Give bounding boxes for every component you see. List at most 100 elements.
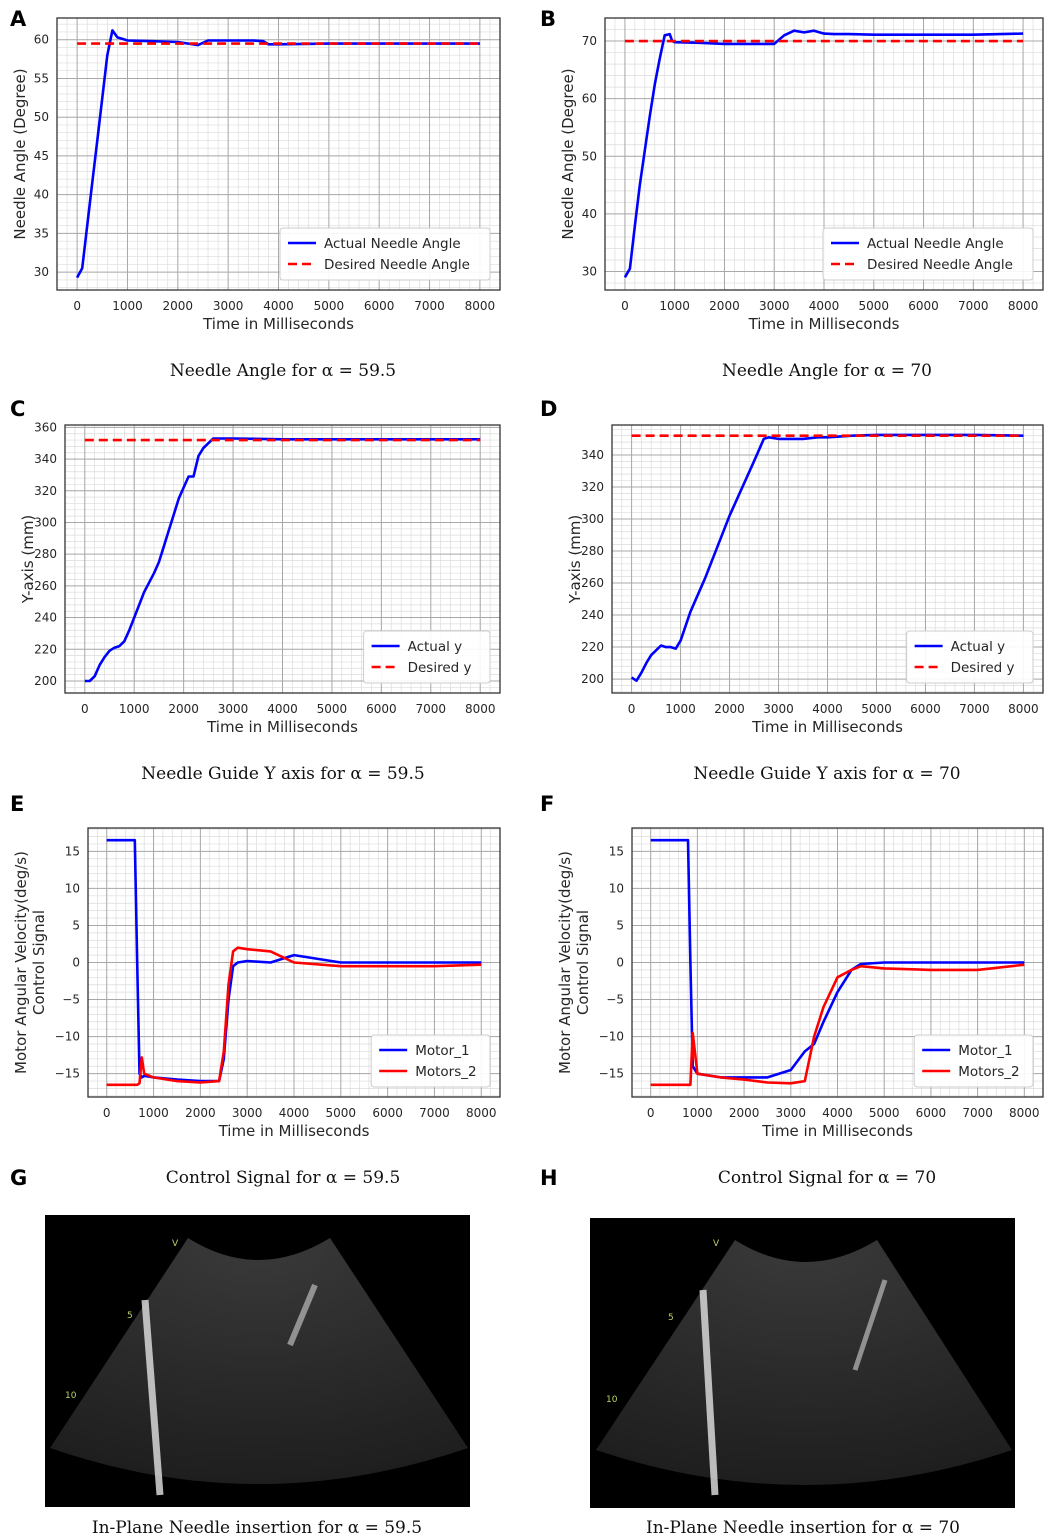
- plot: 0 1000 2000 3000 4000 5000 6000 7000 8000 −15 −10 −…: [556, 827, 1044, 1140]
- panel-letter: D: [540, 397, 557, 421]
- x-tick-label: 2000: [709, 299, 740, 313]
- panel-letter: E: [10, 792, 24, 816]
- x-tick-label: 3000: [218, 702, 249, 716]
- x-tick-label: 4000: [279, 1106, 310, 1120]
- legend: Actual Needle Angle Desired Needle Angle: [279, 227, 491, 281]
- x-tick-label: 3000: [232, 1106, 263, 1120]
- legend: Motor_1 Motors_2: [913, 1034, 1034, 1088]
- needle-echo: [141, 1299, 164, 1496]
- y-tick-label: 40: [582, 207, 597, 221]
- y-tick-label: 30: [582, 265, 597, 279]
- y-tick-label: 260: [34, 579, 57, 593]
- y-tick-label: 240: [581, 608, 604, 622]
- x-tick-label: 7000: [419, 1106, 450, 1120]
- x-tick-label: 7000: [958, 299, 989, 313]
- y-tick-label: 300: [581, 512, 604, 526]
- plot: 0 1000 2000 3000 4000 5000 6000 7000 8000 200 220 2…: [566, 424, 1044, 736]
- y-axis-label: Needle Angle (Degree): [11, 68, 29, 239]
- tissue-echo: [287, 1283, 318, 1347]
- x-tick-label: 2000: [168, 702, 199, 716]
- depth-marker: 5: [668, 1313, 674, 1323]
- y-tick-label: 220: [34, 642, 57, 656]
- y-tick-label: −10: [599, 1030, 624, 1044]
- x-axis-label: Time in Milliseconds: [206, 718, 358, 736]
- y-tick-label: 45: [34, 149, 49, 163]
- x-tick-label: 8000: [1008, 299, 1039, 313]
- plot-frame: [611, 424, 1044, 694]
- legend-label: Actual Needle Angle: [867, 236, 1004, 252]
- series-line: [650, 963, 1025, 1087]
- x-tick-label: 7000: [962, 1106, 993, 1120]
- depth-marker: V: [713, 1239, 720, 1249]
- x-tick-label: 1000: [112, 299, 143, 313]
- x-tick-label: 3000: [776, 1106, 807, 1120]
- x-tick-label: 4000: [822, 1106, 853, 1120]
- y-tick-label: 260: [581, 576, 604, 590]
- x-tick-label: 0: [647, 1106, 655, 1120]
- x-tick-label: 6000: [364, 299, 395, 313]
- plot: 0 1000 2000 3000 4000 5000 6000 7000 8000 200 220 2…: [19, 420, 501, 736]
- y-tick-label: −5: [606, 993, 624, 1007]
- y-tick-label: 300: [34, 515, 57, 529]
- plot: 0 1000 2000 3000 4000 5000 6000 7000 8000 30 40 50 6…: [559, 17, 1044, 333]
- y-tick-label: −15: [55, 1067, 80, 1081]
- series-line: [650, 838, 1025, 1079]
- y-tick-label: 70: [582, 34, 597, 48]
- y-axis-label: Needle Angle (Degree): [559, 68, 577, 239]
- x-tick-label: 5000: [861, 702, 892, 716]
- x-tick-label: 8000: [465, 299, 496, 313]
- y-tick-label: 220: [581, 640, 604, 654]
- depth-marker: 10: [606, 1395, 618, 1405]
- legend-label: Actual y: [408, 639, 463, 655]
- y-tick-label: 15: [65, 844, 80, 858]
- x-tick-label: 1000: [665, 702, 696, 716]
- y-tick-label: −5: [62, 993, 80, 1007]
- x-axis-label: Time in Milliseconds: [202, 315, 354, 333]
- depth-marker: 10: [65, 1391, 77, 1401]
- y-tick-label: 60: [582, 92, 597, 106]
- x-tick-label: 8000: [465, 702, 496, 716]
- legend-label: Desired Needle Angle: [867, 257, 1013, 273]
- y-tick-label: 360: [34, 420, 57, 434]
- y-tick-label: 60: [34, 33, 49, 47]
- x-tick-label: 7000: [959, 702, 990, 716]
- legend-label: Desired y: [951, 660, 1015, 676]
- y-axis-label: Motor Angular Velocity(deg/s): [12, 851, 30, 1074]
- x-tick-label: 6000: [372, 1106, 403, 1120]
- y-tick-label: 5: [616, 918, 624, 932]
- y-axis-label: Control Signal: [574, 910, 592, 1015]
- y-tick-label: 280: [581, 544, 604, 558]
- needle-echo: [699, 1289, 719, 1496]
- x-tick-label: 2000: [729, 1106, 760, 1120]
- y-tick-label: 55: [34, 71, 49, 85]
- y-tick-label: 280: [34, 547, 57, 561]
- x-tick-label: 6000: [908, 299, 939, 313]
- legend-box: [363, 630, 491, 684]
- x-axis-label: Time in Milliseconds: [751, 718, 903, 736]
- legend-label: Actual y: [951, 639, 1006, 655]
- y-tick-label: 200: [581, 672, 604, 686]
- x-tick-label: 3000: [763, 702, 794, 716]
- panel-caption: Needle Angle for α = 70: [722, 361, 932, 381]
- x-tick-label: 0: [103, 1106, 111, 1120]
- legend-label: Desired y: [408, 660, 472, 676]
- x-axis-label: Time in Milliseconds: [218, 1122, 370, 1140]
- x-tick-label: 2000: [714, 702, 745, 716]
- legend-box: [370, 1034, 491, 1088]
- y-axis-label: Y-axis (mm): [19, 515, 37, 605]
- y-tick-label: 50: [582, 149, 597, 163]
- x-tick-label: 5000: [317, 702, 348, 716]
- y-tick-label: 0: [616, 956, 624, 970]
- y-tick-label: −15: [599, 1067, 624, 1081]
- x-tick-label: 6000: [916, 1106, 947, 1120]
- panel-letter: G: [10, 1166, 27, 1190]
- legend-label: Motor_1: [415, 1043, 469, 1059]
- panel-caption: Control Signal for α = 59.5: [166, 1168, 401, 1188]
- ultrasound-fan: [596, 1240, 1012, 1485]
- x-tick-label: 5000: [314, 299, 345, 313]
- x-tick-label: 8000: [1008, 702, 1039, 716]
- x-tick-label: 1000: [682, 1106, 713, 1120]
- x-axis-label: Time in Milliseconds: [748, 315, 900, 333]
- panel-letter: B: [540, 7, 556, 31]
